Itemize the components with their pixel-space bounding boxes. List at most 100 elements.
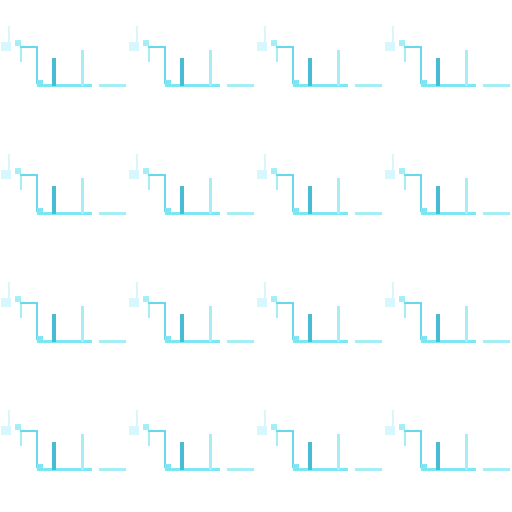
inner-post bbox=[276, 302, 278, 318]
left-block bbox=[385, 298, 395, 307]
mid-pillar bbox=[52, 58, 56, 86]
inner-post bbox=[20, 174, 22, 190]
drop-line bbox=[420, 302, 422, 340]
small-knob bbox=[399, 296, 405, 302]
inner-post bbox=[20, 430, 22, 446]
foot-block bbox=[421, 336, 427, 343]
sprite-tile-r4-c4 bbox=[384, 384, 512, 512]
tail-bar bbox=[483, 340, 510, 343]
tail-bar bbox=[483, 212, 510, 215]
sprite-tile-r3-c3 bbox=[256, 256, 384, 384]
inner-post bbox=[276, 46, 278, 62]
right-pillar bbox=[81, 178, 84, 214]
foot-block bbox=[165, 336, 171, 343]
tail-bar bbox=[355, 212, 382, 215]
floor-bar bbox=[293, 212, 348, 215]
right-pillar bbox=[337, 50, 340, 86]
sprite-bracket-shape bbox=[1, 26, 126, 87]
floor-bar bbox=[421, 468, 476, 471]
small-knob bbox=[143, 424, 149, 430]
sprite-bracket-shape bbox=[385, 154, 510, 215]
antenna-line bbox=[8, 26, 10, 46]
mid-pillar bbox=[436, 442, 440, 470]
foot-block bbox=[37, 208, 43, 215]
mid-pillar bbox=[308, 442, 312, 470]
floor-bar bbox=[421, 340, 476, 343]
antenna-line bbox=[392, 26, 394, 46]
top-bar bbox=[148, 174, 165, 176]
right-pillar bbox=[209, 50, 212, 86]
sprite-bracket-shape bbox=[385, 282, 510, 343]
left-block bbox=[129, 298, 139, 307]
foot-block bbox=[37, 336, 43, 343]
tail-bar bbox=[99, 212, 126, 215]
right-pillar bbox=[209, 306, 212, 342]
sprite-tile-r3-c1 bbox=[0, 256, 128, 384]
mid-pillar bbox=[436, 186, 440, 214]
sprite-tile-r1-c1 bbox=[0, 0, 128, 128]
foot-block bbox=[37, 464, 43, 471]
right-pillar bbox=[209, 178, 212, 214]
left-block bbox=[385, 170, 395, 179]
small-knob bbox=[399, 168, 405, 174]
inner-post bbox=[148, 302, 150, 318]
foot-block bbox=[165, 208, 171, 215]
left-block bbox=[129, 170, 139, 179]
tail-bar bbox=[227, 340, 254, 343]
top-bar bbox=[404, 46, 421, 48]
inner-post bbox=[404, 430, 406, 446]
mid-pillar bbox=[436, 314, 440, 342]
left-block bbox=[1, 426, 11, 435]
drop-line bbox=[420, 46, 422, 84]
drop-line bbox=[420, 174, 422, 212]
drop-line bbox=[164, 46, 166, 84]
floor-bar bbox=[165, 212, 220, 215]
foot-block bbox=[421, 208, 427, 215]
top-bar bbox=[276, 174, 293, 176]
right-pillar bbox=[465, 178, 468, 214]
left-block bbox=[1, 170, 11, 179]
top-bar bbox=[20, 174, 37, 176]
sprite-tile-r1-c4 bbox=[384, 0, 512, 128]
antenna-line bbox=[264, 410, 266, 430]
small-knob bbox=[271, 424, 277, 430]
right-pillar bbox=[81, 434, 84, 470]
sprite-bracket-shape bbox=[1, 282, 126, 343]
foot-block bbox=[293, 80, 299, 87]
drop-line bbox=[164, 302, 166, 340]
antenna-line bbox=[8, 410, 10, 430]
sprite-tile-r4-c2 bbox=[128, 384, 256, 512]
top-bar bbox=[276, 46, 293, 48]
top-bar bbox=[20, 46, 37, 48]
inner-post bbox=[276, 174, 278, 190]
sprite-bracket-shape bbox=[129, 26, 254, 87]
antenna-line bbox=[8, 282, 10, 302]
drop-line bbox=[36, 302, 38, 340]
antenna-line bbox=[136, 410, 138, 430]
drop-line bbox=[36, 174, 38, 212]
tail-bar bbox=[227, 212, 254, 215]
inner-post bbox=[148, 46, 150, 62]
small-knob bbox=[143, 40, 149, 46]
drop-line bbox=[36, 46, 38, 84]
foot-block bbox=[37, 80, 43, 87]
antenna-line bbox=[264, 154, 266, 174]
tail-bar bbox=[99, 340, 126, 343]
sprite-tile-r2-c4 bbox=[384, 128, 512, 256]
left-block bbox=[257, 426, 267, 435]
drop-line bbox=[292, 46, 294, 84]
mid-pillar bbox=[308, 314, 312, 342]
top-bar bbox=[148, 302, 165, 304]
left-block bbox=[385, 426, 395, 435]
top-bar bbox=[404, 174, 421, 176]
tail-bar bbox=[355, 468, 382, 471]
small-knob bbox=[271, 296, 277, 302]
antenna-line bbox=[392, 410, 394, 430]
drop-line bbox=[292, 174, 294, 212]
antenna-line bbox=[8, 154, 10, 174]
sprite-bracket-shape bbox=[1, 154, 126, 215]
inner-post bbox=[20, 302, 22, 318]
floor-bar bbox=[165, 340, 220, 343]
sprite-bracket-shape bbox=[1, 410, 126, 471]
